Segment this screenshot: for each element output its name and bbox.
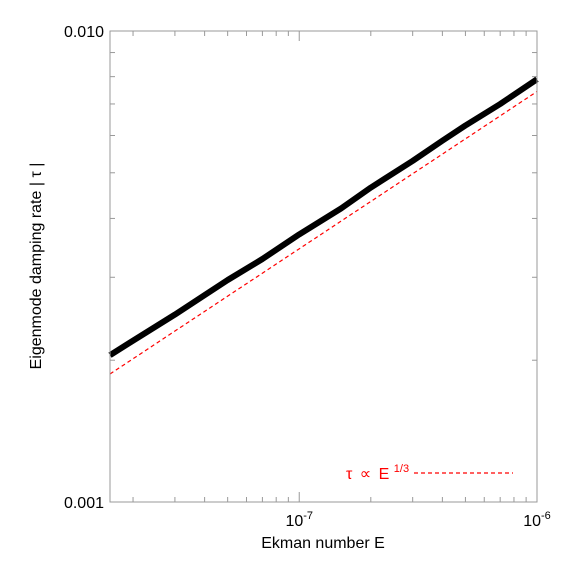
legend-symbol: τ — [346, 466, 353, 483]
tick-labels: 10-7 10-6 0.001 0.010 — [64, 24, 551, 530]
plot-frame — [109, 30, 538, 503]
series-line-2 — [109, 90, 538, 375]
legend-exponent: 1/3 — [394, 463, 409, 475]
x-tick-label: 10-6 — [523, 510, 551, 530]
series-layer — [108, 76, 539, 375]
y-tick-label: 0.001 — [64, 495, 104, 512]
legend-relation: ∝ — [360, 466, 371, 483]
x-axis-label: Ekman number E — [261, 535, 385, 552]
y-axis-label: Eigenmode damping rate | τ | — [28, 163, 45, 370]
axis-ticks — [110, 31, 537, 502]
x-tick-label: 10-7 — [285, 510, 313, 530]
legend-base: E — [379, 466, 390, 483]
series-line-1 — [108, 76, 539, 358]
y-tick-label: 0.010 — [64, 24, 104, 41]
legend: τ ∝ E 1/3 — [346, 463, 513, 483]
legend-label: τ ∝ E 1/3 — [346, 463, 409, 483]
